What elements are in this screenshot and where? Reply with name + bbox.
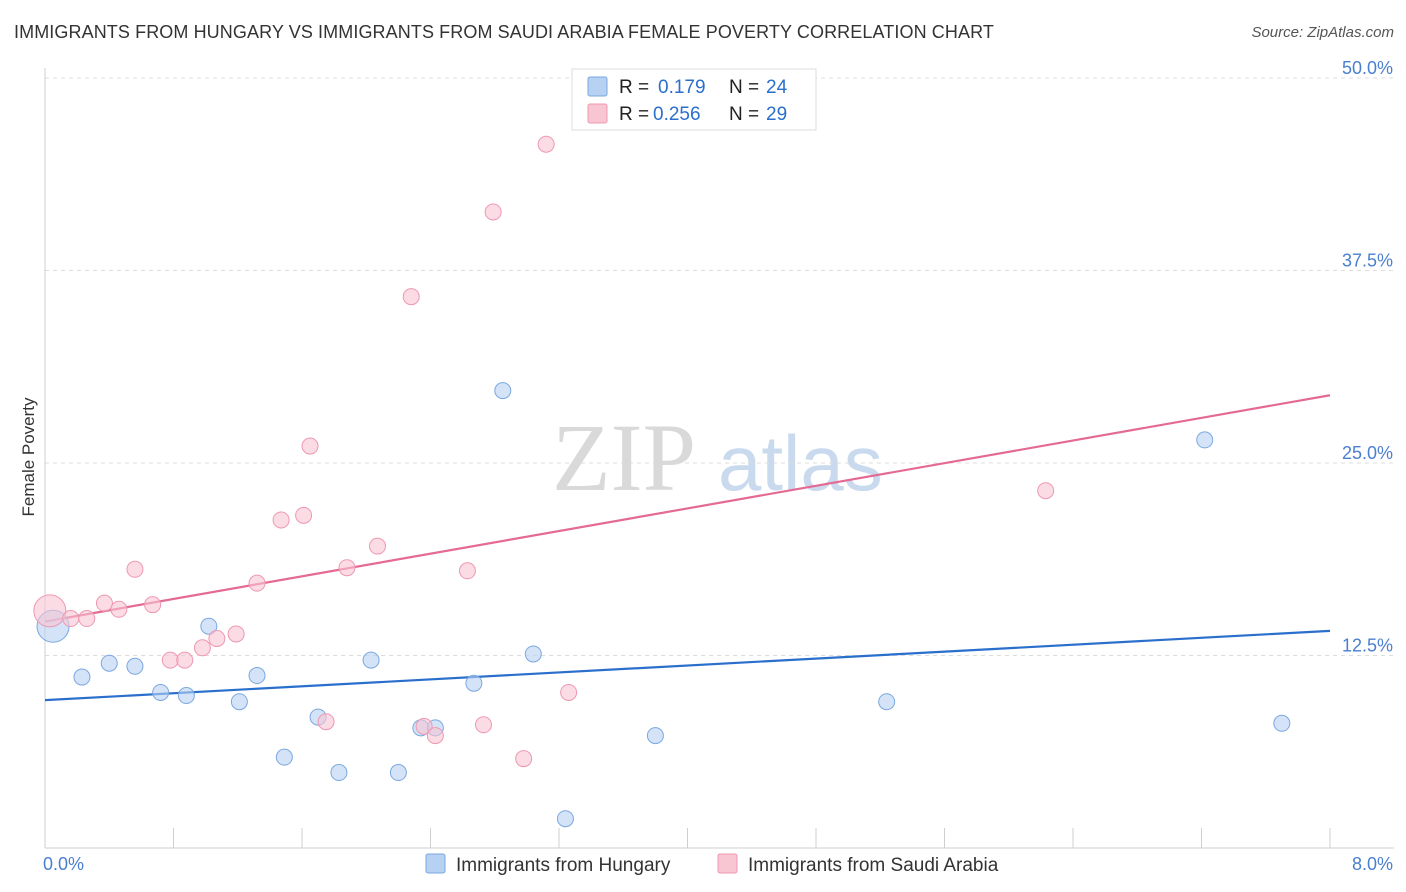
stats-legend-n-value-saudi: 29 — [766, 104, 787, 125]
point-saudi-17 — [338, 559, 356, 577]
y-tick-label-3: 50.0% — [1342, 58, 1393, 78]
point-hungary-17 — [494, 382, 512, 400]
stats-legend-swatch-hungary — [587, 76, 608, 97]
trend-line-hungary — [44, 629, 1331, 702]
x-tick-label-0: 0.0% — [43, 854, 84, 874]
stats-legend-frame — [571, 68, 817, 131]
point-hungary-16 — [465, 674, 483, 692]
point-saudi-16 — [317, 713, 335, 731]
point-saudi-2 — [78, 610, 96, 628]
point-hungary-19 — [556, 810, 574, 828]
grid-layer — [45, 77, 1394, 656]
point-hungary-2 — [100, 654, 118, 672]
stats-legend-r-value-saudi: 0.256 — [653, 104, 701, 125]
series-legend: Immigrants from Hungary Immigrants from … — [425, 853, 999, 876]
stats-legend-r-value-hungary: 0.179 — [658, 77, 706, 98]
point-saudi-23 — [475, 716, 493, 734]
x-tick-label-1: 8.0% — [1352, 854, 1393, 874]
chart-title: IMMIGRANTS FROM HUNGARY VS IMMIGRANTS FR… — [14, 22, 994, 42]
point-hungary-21 — [878, 693, 896, 711]
series-legend-label-saudi: Immigrants from Saudi Arabia — [748, 855, 999, 876]
point-saudi-22 — [458, 562, 476, 580]
point-saudi-15 — [301, 437, 319, 455]
point-saudi-8 — [176, 651, 194, 669]
point-saudi-11 — [227, 625, 245, 643]
point-hungary-18 — [524, 645, 542, 663]
point-hungary-22 — [1196, 431, 1214, 449]
stats-legend-swatch-saudi — [587, 103, 608, 124]
point-hungary-9 — [275, 748, 293, 766]
stats-legend: R = 0.179 N = 24 R = 0.256 N = 29 — [571, 68, 817, 131]
point-saudi-12 — [248, 574, 266, 592]
point-hungary-13 — [389, 764, 407, 782]
point-saudi-19 — [402, 288, 420, 306]
series-legend-swatch-saudi — [717, 853, 738, 874]
axis-layer: 12.5% 25.0% 37.5% 50.0% 0.0% 8.0% — [43, 58, 1394, 874]
point-saudi-4 — [110, 600, 128, 618]
y-tick-label-2: 37.5% — [1342, 251, 1393, 271]
point-saudi-25 — [515, 750, 533, 768]
point-hungary-1 — [73, 668, 91, 686]
point-hungary-6 — [200, 617, 218, 635]
point-saudi-13 — [272, 511, 290, 529]
point-saudi-28 — [1037, 482, 1055, 500]
point-hungary-3 — [126, 657, 144, 675]
point-hungary-11 — [330, 764, 348, 782]
series-legend-label-hungary: Immigrants from Hungary — [456, 855, 671, 876]
point-saudi-0 — [33, 594, 67, 628]
point-saudi-14 — [295, 506, 313, 524]
point-hungary-7 — [230, 693, 248, 711]
stats-legend-n-label-hungary: N = — [729, 77, 759, 98]
point-saudi-5 — [126, 560, 144, 578]
point-saudi-10 — [208, 630, 226, 648]
point-saudi-9 — [193, 639, 211, 657]
stats-legend-n-value-hungary: 24 — [766, 77, 788, 98]
point-hungary-5 — [177, 687, 195, 705]
watermark: ZIP atlas — [552, 404, 883, 511]
point-saudi-26 — [537, 135, 555, 153]
point-saudi-20 — [415, 717, 433, 735]
y-tick-label-0: 12.5% — [1342, 636, 1393, 656]
point-saudi-7 — [161, 651, 179, 669]
stats-legend-r-label-saudi: R = — [619, 104, 649, 125]
point-hungary-20 — [646, 727, 664, 745]
stats-legend-r-label-hungary: R = — [619, 77, 649, 98]
point-hungary-4 — [152, 683, 170, 701]
y-tick-label-1: 25.0% — [1342, 443, 1393, 463]
point-saudi-21 — [426, 727, 444, 745]
point-saudi-3 — [95, 594, 113, 612]
point-hungary-23 — [1273, 714, 1291, 732]
point-saudi-24 — [484, 203, 502, 221]
points-layer — [33, 135, 1291, 828]
point-saudi-18 — [368, 537, 386, 555]
point-hungary-8 — [248, 667, 266, 685]
stats-legend-n-label-saudi: N = — [729, 104, 759, 125]
point-hungary-12 — [362, 651, 380, 669]
y-axis-label: Female Poverty — [19, 397, 38, 517]
watermark-zip: ZIP — [552, 404, 696, 511]
chart-source: Source: ZipAtlas.com — [1251, 24, 1394, 41]
point-saudi-1 — [62, 610, 80, 628]
point-saudi-6 — [144, 596, 162, 614]
series-legend-swatch-hungary — [425, 853, 446, 874]
point-saudi-27 — [560, 683, 578, 701]
